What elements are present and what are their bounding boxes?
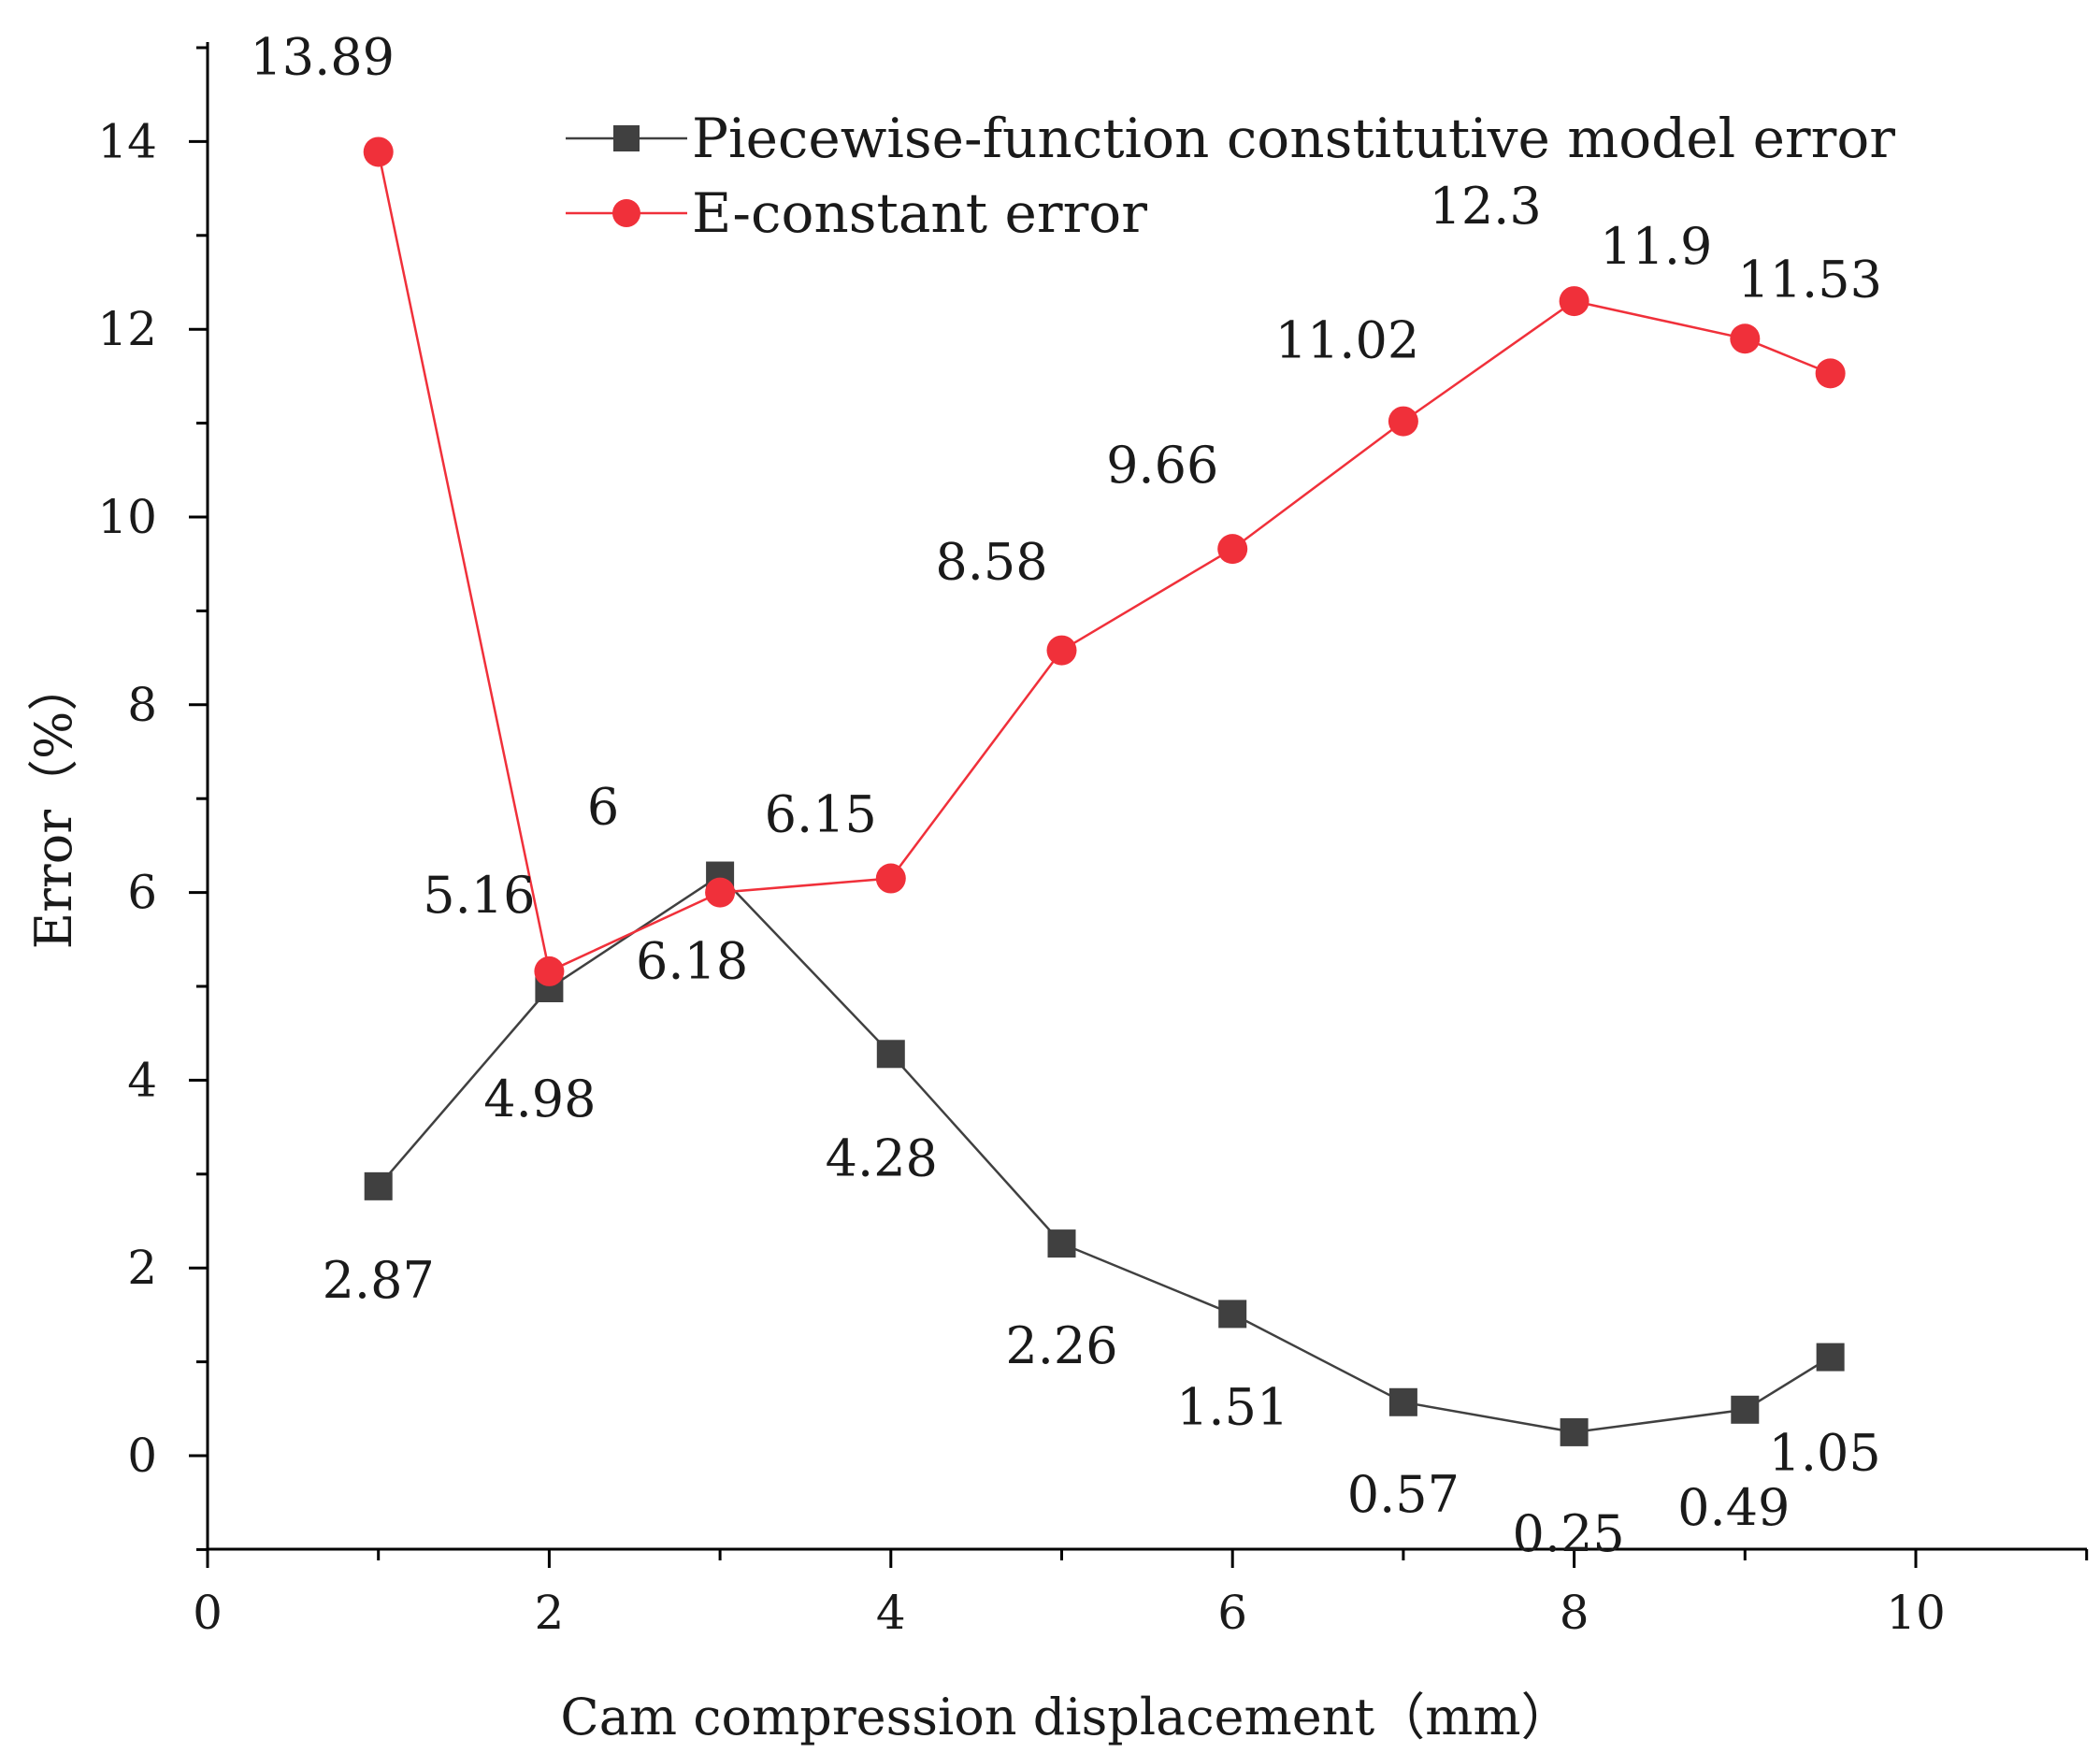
y-tick-label: 10: [97, 490, 157, 544]
legend-marker-piecewise: [613, 125, 640, 151]
x-tick-label: 4: [876, 1586, 906, 1640]
data-label-1-9: 11.53: [1737, 250, 1882, 309]
legend: Piecewise-function constitutive model er…: [566, 107, 1895, 245]
axes: [206, 42, 2087, 1551]
data-label-1-0: 13.89: [250, 27, 395, 86]
data-label-1-3: 6.15: [765, 785, 877, 844]
data-point-square: [1218, 1300, 1247, 1329]
data-point-circle: [1559, 286, 1589, 317]
y-tick-label: 2: [127, 1241, 157, 1295]
data-point-circle: [1388, 406, 1418, 437]
x-axis-title: Cam compression displacement（mm）: [560, 1688, 1571, 1746]
x-tick-label: 8: [1560, 1586, 1589, 1640]
data-point-circle: [1730, 323, 1761, 354]
x-tick-label: 10: [1886, 1586, 1946, 1640]
data-point-circle: [1815, 358, 1846, 389]
y-axis-title: Error（%）: [24, 661, 83, 950]
x-tick-label: 0: [193, 1586, 223, 1640]
legend-label-piecewise: Piecewise-function constitutive model er…: [692, 107, 1895, 170]
data-point-square: [1816, 1343, 1845, 1372]
y-tick-label: 14: [97, 114, 157, 168]
data-label-1-1: 5.16: [423, 866, 535, 925]
legend-marker-econstant: [612, 199, 640, 227]
series-line-1: [377, 151, 1832, 973]
data-label-1-2: 6: [587, 778, 619, 837]
data-label-1-6: 11.02: [1275, 311, 1420, 370]
data-label-0-7: 0.25: [1512, 1504, 1624, 1563]
data-point-circle: [1217, 534, 1248, 565]
data-label-0-4: 2.26: [1005, 1316, 1117, 1375]
data-labels: 2.87 4.98 6.18 4.28 2.26 1.51 0.57 0.25 0.491.05…: [250, 27, 1882, 1562]
data-point-square: [876, 1040, 905, 1069]
x-tick-label: 6: [1217, 1586, 1247, 1640]
data-label-0-6: 0.57: [1347, 1465, 1460, 1524]
data-label-1-8: 11.9: [1600, 217, 1712, 276]
series-layer: [363, 137, 1846, 1446]
y-tick-label: 4: [127, 1053, 157, 1107]
y-tick-label: 6: [127, 866, 157, 920]
data-point-square: [1560, 1417, 1589, 1446]
x-tick-label: 2: [534, 1586, 564, 1640]
y-tick-label: 8: [127, 678, 157, 732]
data-label-0-9: 1.05: [1769, 1424, 1881, 1483]
data-label-0-0: 2.87: [323, 1251, 435, 1310]
ticks: 0 2 4 6 8 10 0 2 4 6 8 10 12 14: [97, 46, 2089, 1640]
y-tick-label: 0: [127, 1429, 157, 1483]
data-label-0-5: 1.51: [1176, 1377, 1288, 1436]
data-point-circle: [875, 863, 906, 894]
data-label-0-8: 0.49: [1677, 1478, 1790, 1537]
data-point-circle: [705, 877, 736, 908]
data-label-1-4: 8.58: [935, 533, 1047, 592]
data-label-1-7: 12.3: [1429, 177, 1541, 236]
data-label-1-5: 9.66: [1106, 436, 1218, 495]
data-label-0-2: 6.18: [636, 932, 748, 991]
data-point-circle: [1046, 635, 1077, 666]
data-point-square: [1388, 1387, 1417, 1416]
legend-label-econstant: E-constant error: [692, 181, 1147, 245]
y-tick-label: 12: [97, 302, 157, 356]
data-point-circle: [534, 956, 565, 986]
data-label-0-1: 4.98: [483, 1070, 596, 1128]
data-point-square: [1047, 1229, 1076, 1258]
data-point-circle: [363, 137, 394, 167]
data-point-square: [1731, 1395, 1760, 1424]
data-point-square: [364, 1171, 393, 1200]
data-label-0-3: 4.28: [826, 1128, 938, 1187]
